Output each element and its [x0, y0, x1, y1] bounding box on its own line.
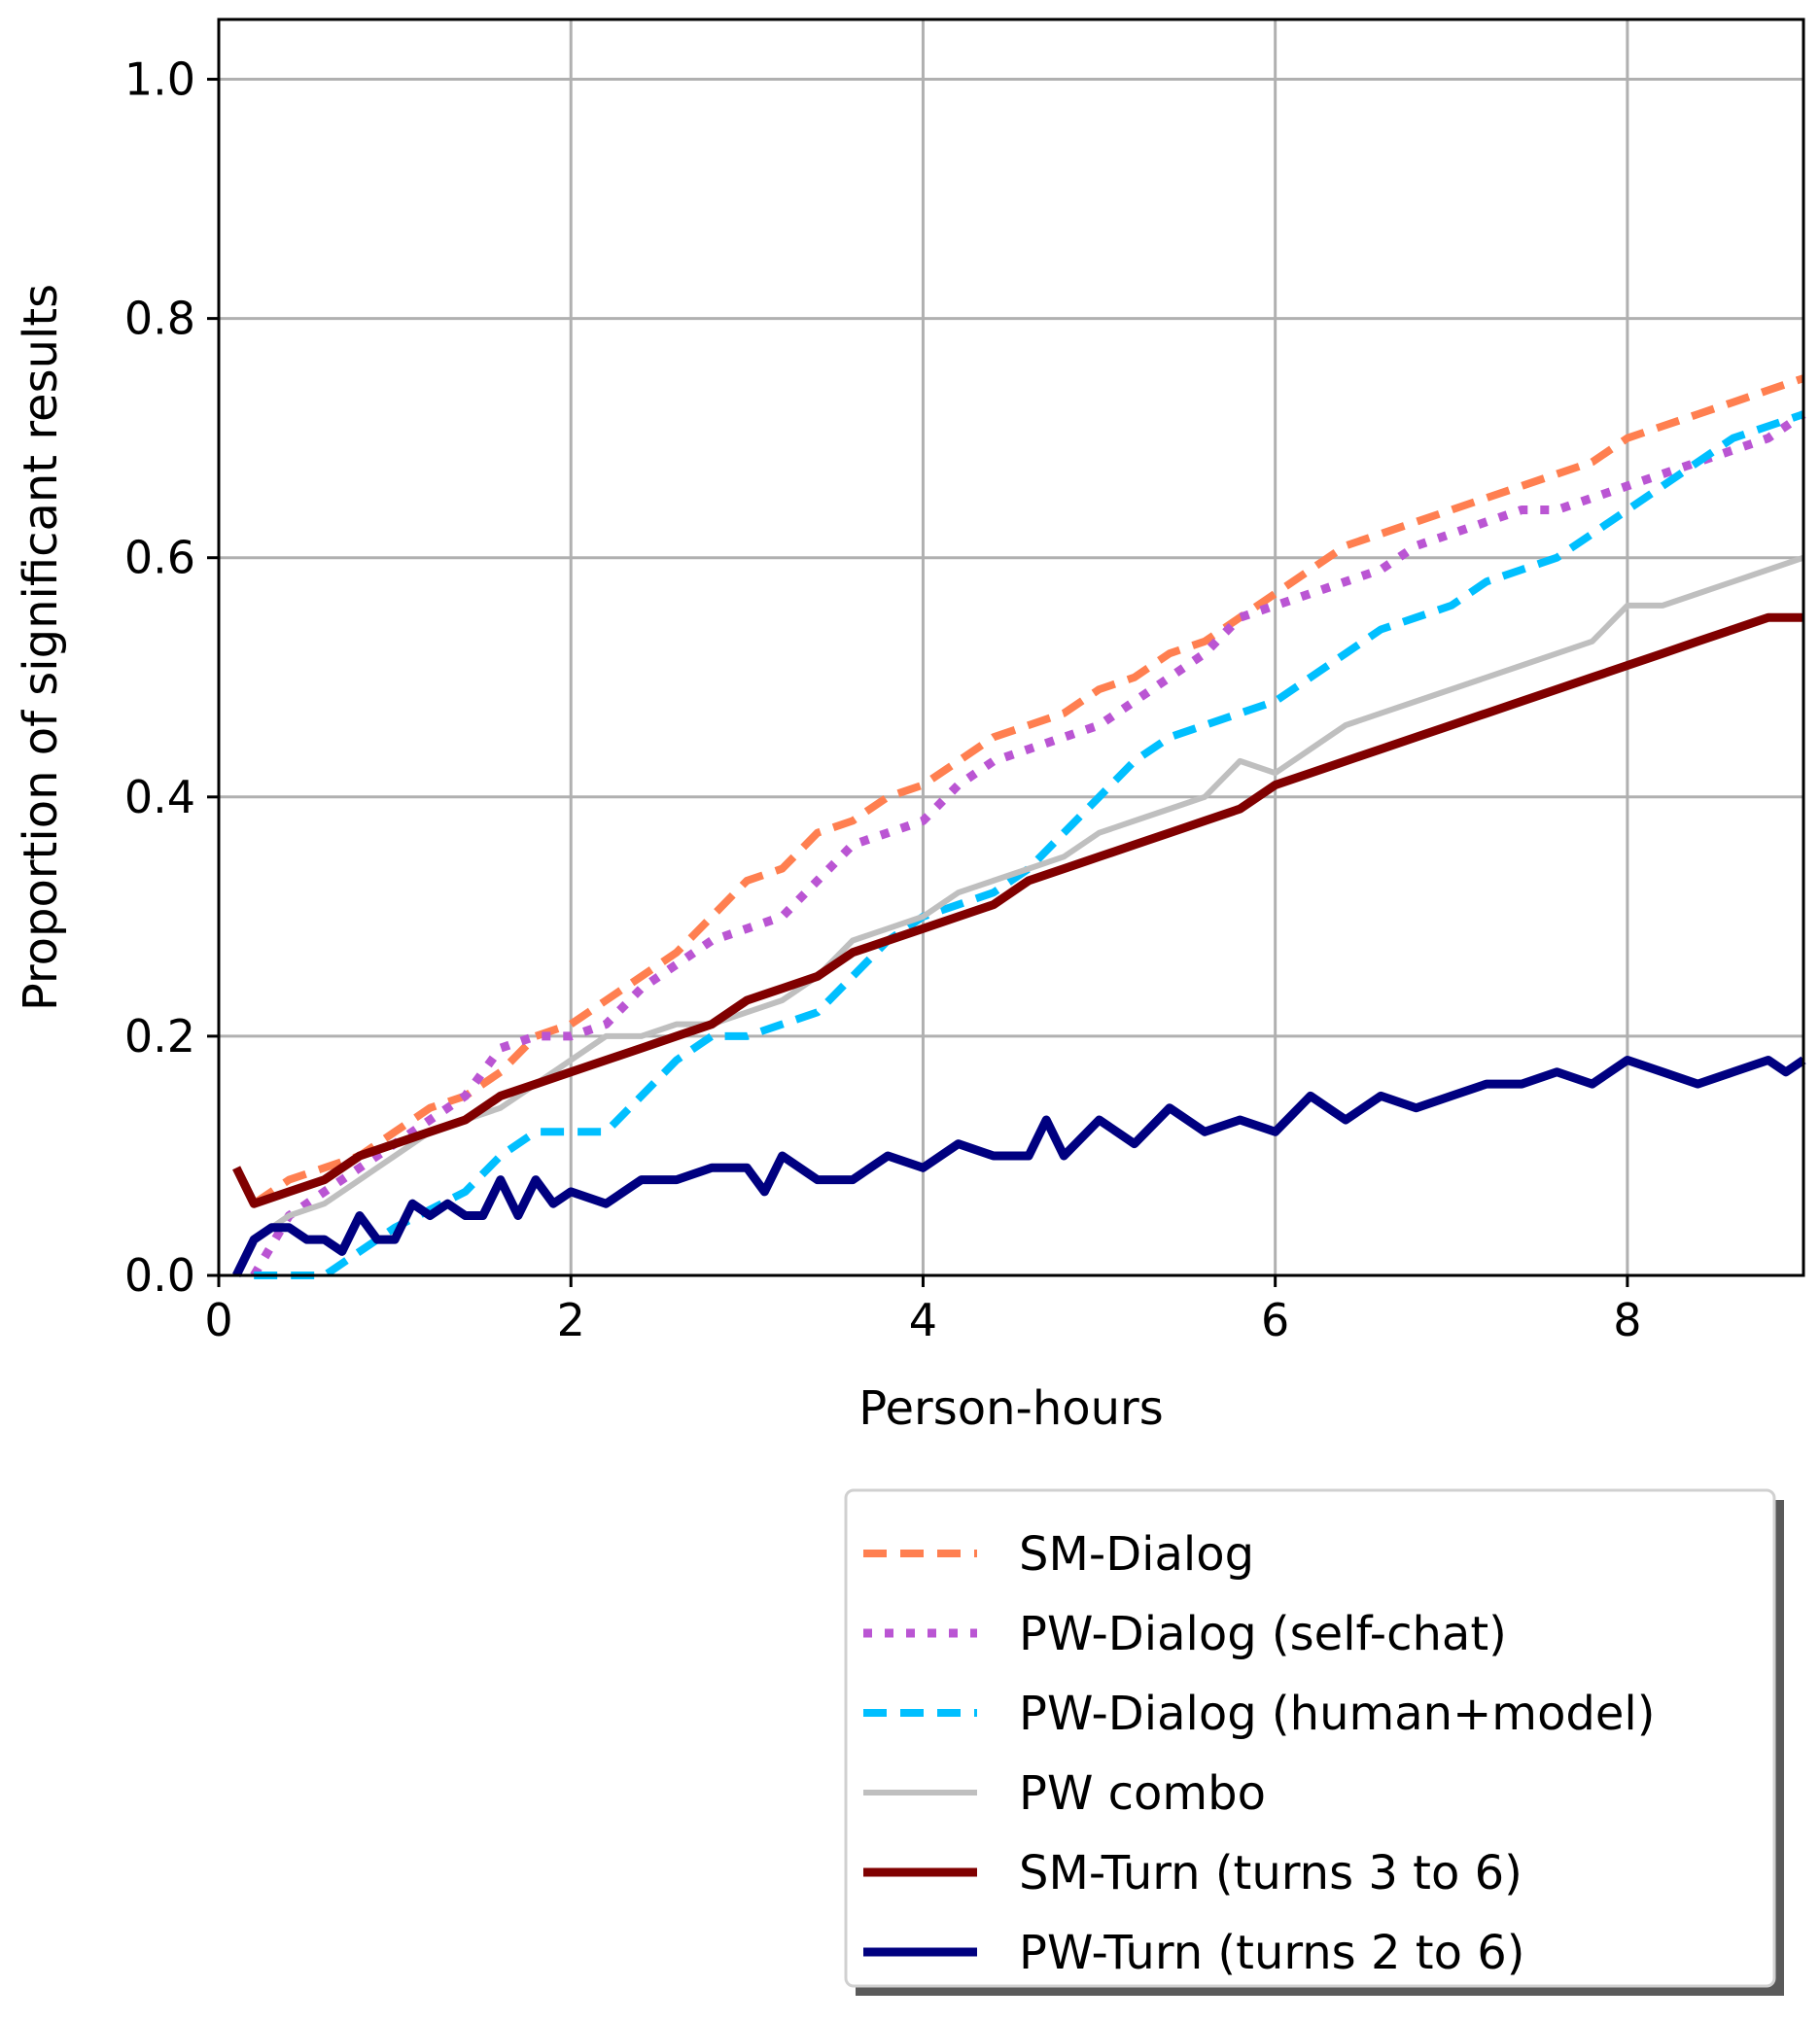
legend-label: PW-Dialog (human+model): [1019, 1687, 1656, 1741]
series-line-5: [232, 1056, 1806, 1277]
legend-label: SM-Turn (turns 3 to 6): [1019, 1846, 1522, 1900]
legend-label: SM-Dialog: [1019, 1527, 1254, 1582]
series-line-0: [251, 374, 1805, 1207]
legend-box: [844, 1488, 1776, 1988]
x-tick-label: 4: [909, 1294, 937, 1346]
y-tick-label: 1.0: [124, 53, 195, 106]
legend-label: PW-Turn (turns 2 to 6): [1019, 1926, 1524, 1980]
x-tick-label: 6: [1261, 1294, 1289, 1346]
plot-series: [232, 374, 1806, 1279]
x-tick-label: 8: [1613, 1294, 1641, 1346]
y-tick-label: 0.6: [124, 532, 195, 584]
y-tick-label: 0.2: [124, 1010, 195, 1063]
series-line-1: [250, 410, 1806, 1278]
legend: SM-Dialog PW-Dialog (self-chat) PW-Dialog …: [844, 1488, 1784, 1996]
grid-lines: [219, 19, 1803, 1275]
plot-frame: [217, 17, 1805, 1277]
x-axis-title: Person-hours: [858, 1381, 1164, 1436]
legend-label: PW-Dialog (self-chat): [1019, 1607, 1507, 1661]
legend-label: PW combo: [1019, 1766, 1266, 1821]
y-axis-title: Proportion of significant results: [14, 284, 68, 1011]
y-tick-label: 0.0: [124, 1249, 195, 1302]
x-tick-label: 2: [557, 1294, 585, 1346]
x-tick-label: 0: [204, 1294, 232, 1346]
legend-items: SM-Dialog PW-Dialog (self-chat) PW-Dialog …: [863, 1527, 1656, 1980]
y-tick-label: 0.4: [124, 771, 195, 823]
axis-ticks: 0 2 4 6 8 0.0 0.2 0.4 0.6 0.8 1.0: [124, 53, 1642, 1346]
series-line-4: [232, 612, 1803, 1208]
y-tick-label: 0.8: [124, 293, 195, 345]
series-line-3: [252, 554, 1804, 1242]
series-line-2: [254, 410, 1805, 1279]
